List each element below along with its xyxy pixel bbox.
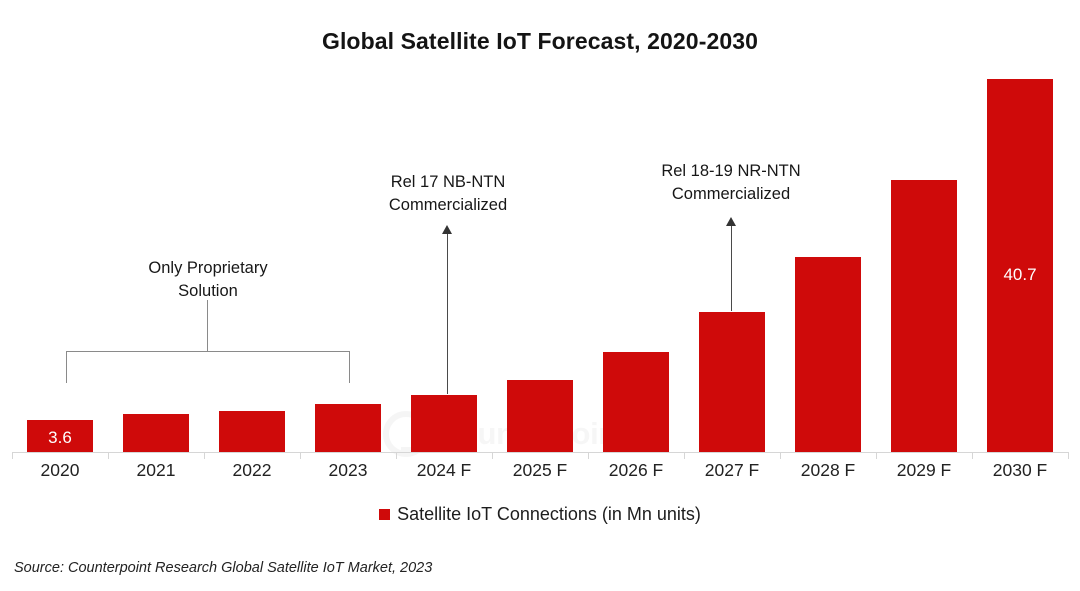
plot-area: Counterpoint 3.640.7 Only Proprietary So… bbox=[0, 60, 1080, 457]
x-axis-label-2025-f: 2025 F bbox=[512, 460, 568, 480]
bar-2021[interactable] bbox=[123, 413, 189, 453]
x-axis-line bbox=[12, 452, 1068, 453]
bar-slot: 40.7 bbox=[972, 60, 1068, 453]
legend-label-satellite-iot: Satellite IoT Connections (in Mn units) bbox=[397, 504, 701, 524]
annotation-proprietary-line1: Only Proprietary bbox=[148, 259, 268, 277]
x-axis-tick bbox=[588, 452, 589, 459]
bar-slot bbox=[396, 60, 492, 453]
bar-series: 3.6 40.7 bbox=[0, 60, 1080, 453]
x-axis-tick bbox=[12, 452, 13, 459]
bar-2023[interactable] bbox=[315, 404, 381, 453]
x-axis-label-2022: 2022 bbox=[232, 460, 272, 480]
annotation-rel1819-arrow-line bbox=[731, 226, 733, 311]
x-axis-tick bbox=[876, 452, 877, 459]
annotation-rel1819-line2: Commercialized bbox=[671, 185, 791, 203]
annotation-rel1819-arrow-head-icon bbox=[726, 217, 736, 226]
annotation-rel17-line2: Commercialized bbox=[388, 196, 508, 214]
annotation-proprietary-stem bbox=[207, 300, 209, 351]
bar-value-label: 40.7 bbox=[1003, 265, 1037, 284]
x-axis-label-2023: 2023 bbox=[328, 460, 368, 480]
annotation-rel1819-text: Rel 18-19 NR-NTN Commercialized bbox=[627, 160, 835, 206]
bar-slot bbox=[684, 60, 780, 453]
x-axis-tick bbox=[300, 452, 301, 459]
x-axis-labels: 2020 2021 2022 2023 2024 F 2025 F 2026 F 2027 F… bbox=[0, 460, 1080, 488]
annotation-rel17-arrow-line bbox=[447, 234, 449, 394]
x-axis-tick bbox=[1068, 452, 1069, 459]
x-axis-label-2024-f: 2024 F bbox=[416, 460, 472, 480]
x-axis-tick bbox=[684, 452, 685, 459]
bar-2020[interactable]: 3.6 bbox=[27, 419, 93, 453]
bar-2030-f[interactable]: 40.7 bbox=[987, 79, 1053, 453]
annotation-rel17-arrow-head-icon bbox=[442, 225, 452, 234]
bar-2027-f[interactable] bbox=[699, 312, 765, 453]
source-note: Source: Counterpoint Research Global Sat… bbox=[14, 560, 433, 576]
bar-2025-f[interactable] bbox=[507, 379, 573, 453]
annotation-proprietary-solution-text: Only Proprietary Solution bbox=[108, 257, 308, 303]
bar-value-label: 3.6 bbox=[48, 427, 72, 447]
bar-slot bbox=[492, 60, 588, 453]
annotation-rel17-line1: Rel 17 NB-NTN bbox=[390, 173, 506, 191]
annotation-proprietary-bracket bbox=[66, 351, 350, 383]
x-axis-tick bbox=[108, 452, 109, 459]
x-axis-label-2029-f: 2029 F bbox=[896, 460, 952, 480]
legend-swatch-satellite-iot bbox=[379, 509, 391, 520]
chart-title: Global Satellite IoT Forecast, 2020-2030 bbox=[321, 28, 759, 54]
x-axis-label-2021: 2021 bbox=[136, 460, 176, 480]
bar-2029-f[interactable] bbox=[891, 180, 957, 453]
bar-slot bbox=[300, 60, 396, 453]
bar-slot bbox=[588, 60, 684, 453]
annotation-rel1819-line1: Rel 18-19 NR-NTN bbox=[661, 162, 801, 180]
x-axis-label-2027-f: 2027 F bbox=[704, 460, 760, 480]
bar-2024-f[interactable] bbox=[411, 395, 477, 453]
x-axis-tick bbox=[396, 452, 397, 459]
x-axis-tick bbox=[492, 452, 493, 459]
chart-legend: Satellite IoT Connections (in Mn units) bbox=[0, 504, 1080, 525]
bar-slot: 3.6 bbox=[12, 60, 108, 453]
bar-slot bbox=[108, 60, 204, 453]
bar-2026-f[interactable] bbox=[603, 351, 669, 453]
bar-slot bbox=[204, 60, 300, 453]
x-axis-label-2026-f: 2026 F bbox=[608, 460, 664, 480]
bar-slot bbox=[876, 60, 972, 453]
x-axis-label-2028-f: 2028 F bbox=[800, 460, 856, 480]
bar-2028-f[interactable] bbox=[795, 257, 861, 453]
x-axis-tick bbox=[780, 452, 781, 459]
bar-2022[interactable] bbox=[219, 410, 285, 453]
x-axis-tick bbox=[204, 452, 205, 459]
annotation-rel17-text: Rel 17 NB-NTN Commercialized bbox=[357, 171, 539, 217]
x-axis-label-2020: 2020 bbox=[40, 460, 80, 480]
bar-slot bbox=[780, 60, 876, 453]
x-axis-tick bbox=[972, 452, 973, 459]
x-axis-label-2030-f: 2030 F bbox=[992, 460, 1048, 480]
annotation-proprietary-line2: Solution bbox=[178, 282, 238, 300]
